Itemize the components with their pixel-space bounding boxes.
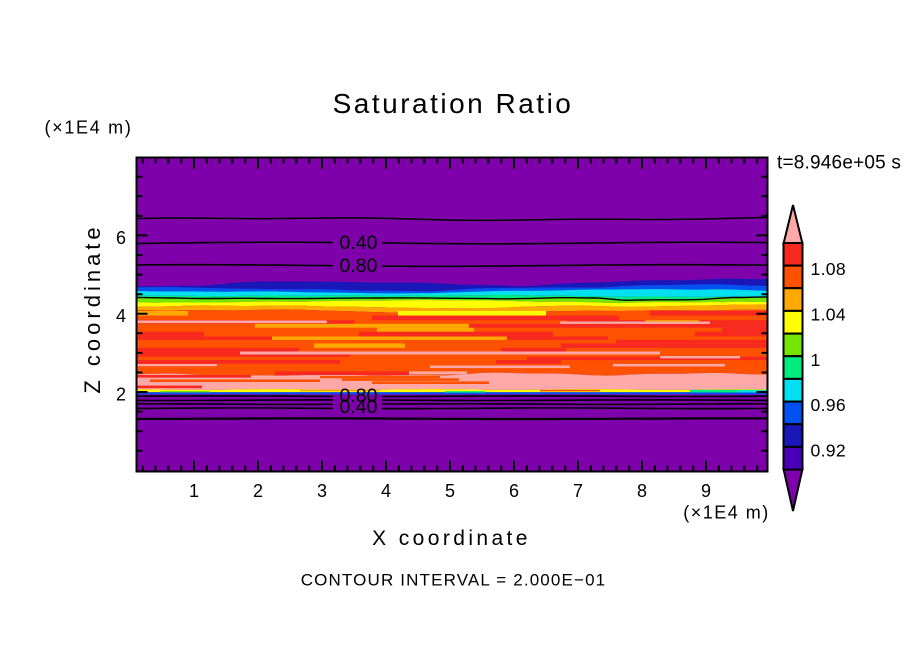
svg-text:4: 4 bbox=[381, 481, 391, 501]
svg-text:CONTOUR INTERVAL = 2.000E−01: CONTOUR INTERVAL = 2.000E−01 bbox=[301, 571, 607, 590]
svg-text:3: 3 bbox=[317, 481, 327, 501]
svg-text:0.80: 0.80 bbox=[340, 385, 378, 407]
svg-text:2: 2 bbox=[253, 481, 263, 501]
svg-text:1.04: 1.04 bbox=[811, 305, 846, 325]
svg-text:0.96: 0.96 bbox=[811, 395, 846, 415]
svg-text:4: 4 bbox=[116, 306, 126, 326]
svg-text:6: 6 bbox=[509, 481, 519, 501]
svg-text:7: 7 bbox=[573, 481, 583, 501]
svg-text:8: 8 bbox=[637, 481, 647, 501]
svg-text:1: 1 bbox=[811, 350, 821, 370]
svg-text:1.08: 1.08 bbox=[811, 259, 846, 279]
svg-text:Saturation Ratio: Saturation Ratio bbox=[333, 88, 574, 119]
svg-text:1: 1 bbox=[189, 481, 199, 501]
svg-text:X coordinate: X coordinate bbox=[372, 527, 531, 550]
svg-text:0.80: 0.80 bbox=[340, 255, 378, 277]
svg-text:(×1E4 m): (×1E4 m) bbox=[44, 118, 132, 138]
svg-text:t=8.946e+05 s: t=8.946e+05 s bbox=[777, 153, 901, 174]
svg-text:6: 6 bbox=[116, 228, 126, 248]
svg-text:2: 2 bbox=[116, 384, 126, 404]
svg-text:0.92: 0.92 bbox=[811, 441, 846, 461]
svg-text:0.40: 0.40 bbox=[340, 232, 378, 254]
svg-text:(×1E4 m): (×1E4 m) bbox=[683, 503, 770, 523]
svg-text:0.40: 0.40 bbox=[340, 396, 378, 418]
svg-text:Z coordinate: Z coordinate bbox=[80, 223, 105, 393]
svg-text:5: 5 bbox=[445, 481, 455, 501]
svg-text:9: 9 bbox=[701, 481, 711, 501]
